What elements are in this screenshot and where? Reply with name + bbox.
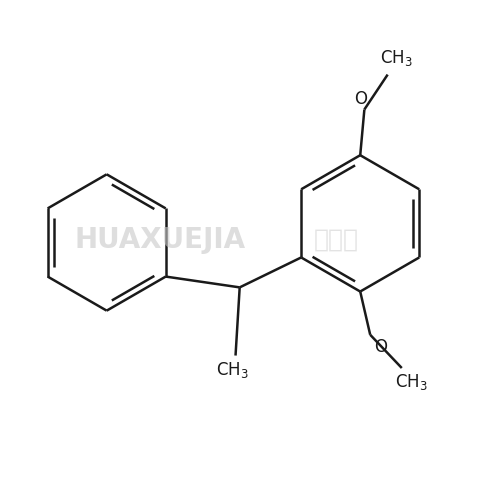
Text: CH$_3$: CH$_3$ <box>395 372 428 392</box>
Text: O: O <box>373 338 387 356</box>
Text: CH$_3$: CH$_3$ <box>216 360 248 380</box>
Text: HUAXUEJIA: HUAXUEJIA <box>74 226 246 254</box>
Text: 化学加: 化学加 <box>314 228 359 252</box>
Text: O: O <box>354 90 367 108</box>
Text: CH$_3$: CH$_3$ <box>379 48 412 68</box>
